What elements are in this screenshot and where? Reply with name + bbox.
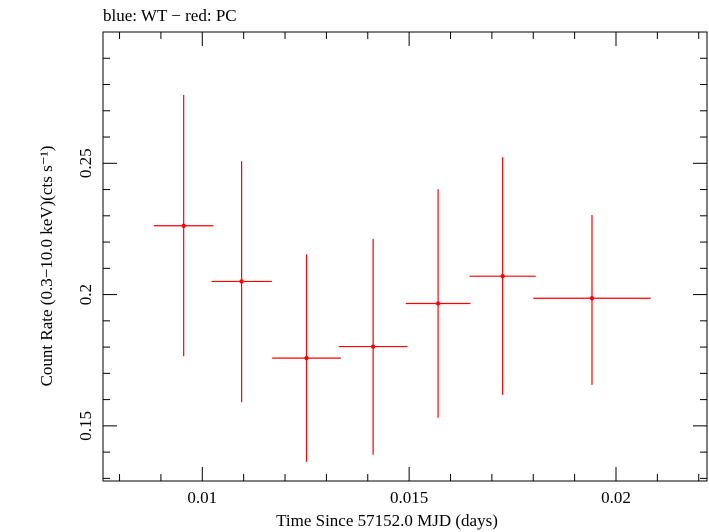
data-point [239, 279, 244, 284]
chart-title: blue: WT − red: PC [103, 6, 237, 25]
data-point [181, 223, 186, 228]
x-tick-label: 0.02 [601, 488, 631, 507]
data-point [435, 301, 441, 306]
x-axis-label: Time Since 57152.0 MJD (days) [276, 511, 498, 530]
data-point [370, 344, 376, 349]
y-tick-label: 0.2 [76, 284, 95, 305]
data-series-pc [153, 95, 651, 462]
y-tick-label: 0.15 [76, 411, 95, 441]
data-point [500, 273, 505, 279]
x-tick-label: 0.015 [390, 488, 428, 507]
data-point [304, 355, 309, 361]
y-axis-label: Count Rate (0.3−10.0 keV)(cts s⁻¹) [37, 146, 56, 387]
x-tick-label: 0.01 [187, 488, 217, 507]
data-point [589, 296, 595, 301]
plot-frame [102, 31, 708, 482]
axis-ticks: 0.01 0.015 0.02 0.15 0.2 0.25 [76, 31, 707, 507]
y-tick-label: 0.25 [76, 148, 95, 178]
